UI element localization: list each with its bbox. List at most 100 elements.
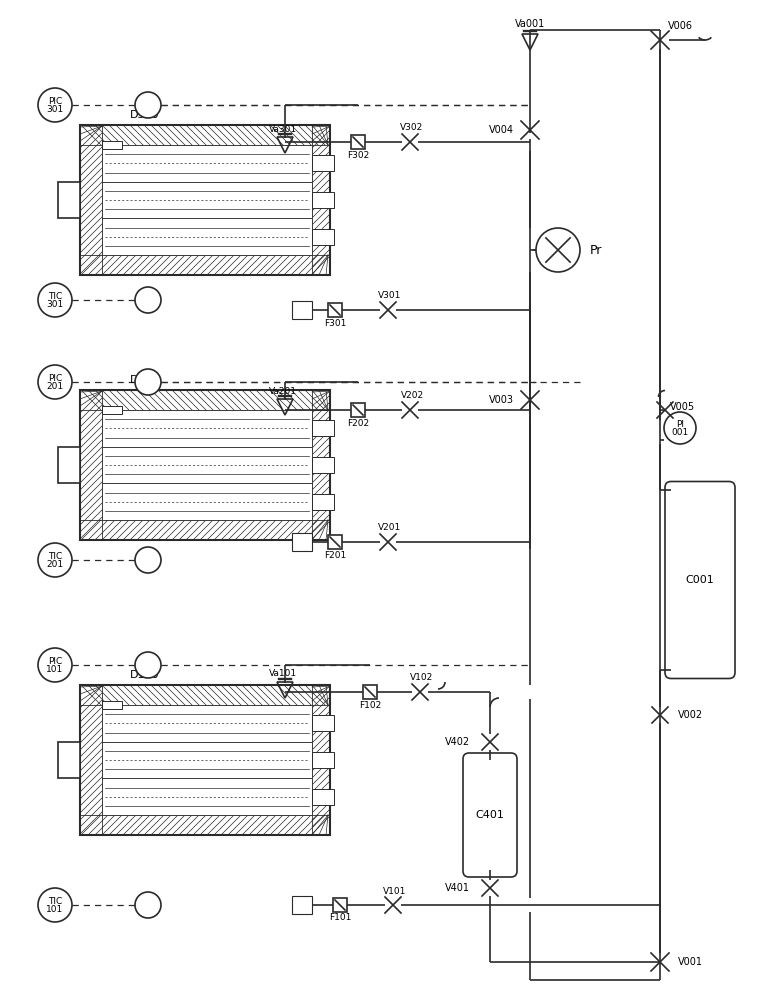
Text: 101: 101	[46, 905, 64, 914]
Bar	[102, 742, 312, 778]
Circle shape	[38, 283, 72, 317]
Bar	[102, 410, 312, 447]
Bar	[333, 898, 347, 912]
Bar	[80, 815, 330, 835]
Text: 101: 101	[46, 665, 64, 674]
FancyBboxPatch shape	[665, 482, 735, 678]
FancyBboxPatch shape	[463, 753, 517, 877]
Text: F202: F202	[347, 418, 369, 428]
Bar	[80, 685, 330, 705]
Bar	[102, 145, 312, 182]
Bar	[102, 141, 122, 149]
Bar	[80, 255, 330, 275]
Text: V101: V101	[383, 886, 407, 896]
Circle shape	[536, 228, 580, 272]
Bar	[58, 742, 80, 778]
Text: Va201: Va201	[269, 386, 297, 395]
Text: C001: C001	[686, 575, 714, 585]
Bar	[312, 752, 334, 768]
Bar	[58, 182, 80, 218]
Bar	[80, 685, 330, 835]
Bar	[58, 447, 80, 483]
Bar	[312, 685, 330, 835]
Text: V006: V006	[667, 21, 693, 31]
Text: F102: F102	[359, 700, 381, 710]
Bar	[80, 390, 330, 540]
Bar	[80, 390, 330, 410]
Text: 301: 301	[46, 105, 64, 114]
Text: V005: V005	[670, 402, 694, 412]
Bar	[351, 403, 365, 417]
Text: 301: 301	[46, 300, 64, 309]
Bar	[312, 390, 330, 540]
Circle shape	[135, 92, 161, 118]
Bar	[312, 155, 334, 171]
Text: V002: V002	[678, 710, 703, 720]
Text: V004: V004	[489, 125, 514, 135]
Circle shape	[38, 648, 72, 682]
Text: V401: V401	[445, 883, 470, 893]
Bar	[312, 789, 334, 805]
Text: Va001: Va001	[515, 19, 545, 29]
Text: 201: 201	[46, 382, 64, 391]
Bar	[80, 390, 102, 540]
Bar	[312, 125, 330, 275]
Bar	[312, 715, 334, 731]
Circle shape	[135, 547, 161, 573]
Bar	[312, 457, 334, 473]
Text: D100: D100	[131, 670, 160, 680]
Bar	[102, 483, 312, 520]
Text: F201: F201	[324, 550, 346, 560]
Text: V202: V202	[400, 391, 424, 400]
Circle shape	[135, 892, 161, 918]
Text: V402: V402	[445, 737, 470, 747]
Bar	[102, 701, 122, 709]
Circle shape	[664, 412, 696, 444]
Bar	[312, 494, 334, 510]
Text: Pr: Pr	[590, 243, 602, 256]
Bar	[80, 685, 102, 835]
Text: V302: V302	[400, 123, 424, 132]
Text: TIC: TIC	[48, 292, 62, 301]
Text: TIC: TIC	[48, 897, 62, 906]
Text: F302: F302	[347, 150, 369, 159]
Text: PI: PI	[676, 420, 684, 429]
Bar	[80, 125, 102, 275]
Text: PIC: PIC	[48, 374, 62, 383]
Bar	[363, 685, 377, 699]
Bar	[102, 705, 312, 742]
Circle shape	[135, 287, 161, 313]
Text: V003: V003	[489, 395, 514, 405]
Text: 201: 201	[46, 560, 64, 569]
Bar	[102, 182, 312, 218]
Bar	[292, 533, 312, 551]
Bar	[351, 135, 365, 149]
Text: TIC: TIC	[48, 552, 62, 561]
Bar	[102, 406, 122, 414]
Text: V301: V301	[379, 292, 402, 300]
Bar	[292, 896, 312, 914]
Bar	[80, 125, 330, 275]
Bar	[102, 218, 312, 255]
Bar	[80, 125, 330, 145]
Bar	[312, 229, 334, 245]
Text: 001: 001	[671, 428, 689, 437]
Circle shape	[135, 369, 161, 395]
Bar	[328, 535, 342, 549]
Text: C401: C401	[475, 810, 505, 820]
Text: PIC: PIC	[48, 657, 62, 666]
Text: D200: D200	[131, 375, 160, 385]
Circle shape	[135, 652, 161, 678]
Text: V201: V201	[379, 524, 402, 532]
Text: F101: F101	[329, 914, 351, 922]
Bar	[312, 192, 334, 208]
Text: PIC: PIC	[48, 97, 62, 106]
Text: Va301: Va301	[269, 124, 297, 133]
Text: Va101: Va101	[269, 670, 297, 678]
Circle shape	[38, 365, 72, 399]
Circle shape	[38, 543, 72, 577]
Text: D300: D300	[131, 110, 160, 120]
Text: V102: V102	[410, 674, 434, 682]
Bar	[102, 447, 312, 483]
Text: V001: V001	[678, 957, 703, 967]
